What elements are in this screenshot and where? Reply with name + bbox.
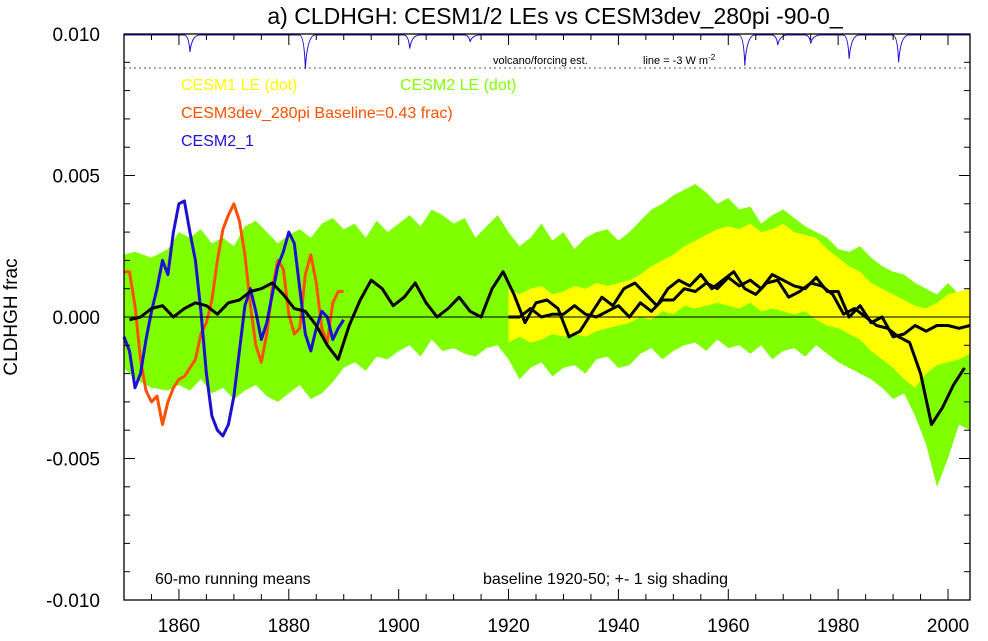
line-cesm1-le-ensemble-mean: [508, 273, 971, 339]
chart-title: a) CLDHGH: CESM1/2 LEs vs CESM3dev_280pi…: [267, 3, 843, 29]
y-tick-label: 0.005: [52, 167, 100, 188]
x-tick-label: 1880: [268, 616, 310, 637]
x-tick-label: 1860: [158, 616, 200, 637]
x-tick-label: 1960: [707, 616, 749, 637]
volcano-line: [124, 34, 970, 70]
legend-cesm3: CESM3dev_280pi Baseline=0.43 frac): [181, 105, 453, 122]
line-scale-label: line = -3 W m-2: [643, 53, 716, 67]
x-tick-label: 2000: [927, 616, 969, 637]
y-tick-label: -0.005: [46, 450, 100, 471]
line-cesm3dev-280pi-baseline-0-43-frac: [124, 202, 344, 426]
y-tick-label: 0.010: [52, 25, 100, 46]
legend-cesm2: CESM2 LE (dot): [400, 77, 516, 94]
x-tick-label: 1920: [487, 616, 529, 637]
axis-ticks: 1860 1880 1900 1920 1940 1960 1980 2000 0.010 0.0…: [46, 25, 970, 637]
line-scale-text: line = -3 W m: [643, 55, 708, 67]
legend-cesm1: CESM1 LE (dot): [181, 77, 297, 94]
legend-cesm2-1: CESM2_1: [181, 133, 254, 150]
y-tick-label: -0.010: [46, 591, 100, 612]
x-tick-label: 1980: [817, 616, 859, 637]
x-tick-label: 1940: [597, 616, 639, 637]
running-means-note: 60-mo running means: [155, 571, 311, 588]
line-scale-sup: -2: [708, 53, 716, 62]
ensemble-bands: [124, 184, 970, 487]
series-lines: [122, 199, 971, 438]
x-tick-label: 1900: [378, 616, 420, 637]
baseline-note: baseline 1920-50; +- 1 sig shading: [483, 571, 728, 588]
line-cesm2-1: [122, 199, 345, 438]
y-axis-label: CLDHGH frac: [1, 258, 22, 375]
volcano-forcing-trace: [124, 34, 970, 70]
y-tick-label: 0.000: [52, 308, 100, 329]
volcano-label: volcano/forcing est.: [493, 55, 588, 67]
band-cesm1-le-dot: [508, 223, 970, 388]
